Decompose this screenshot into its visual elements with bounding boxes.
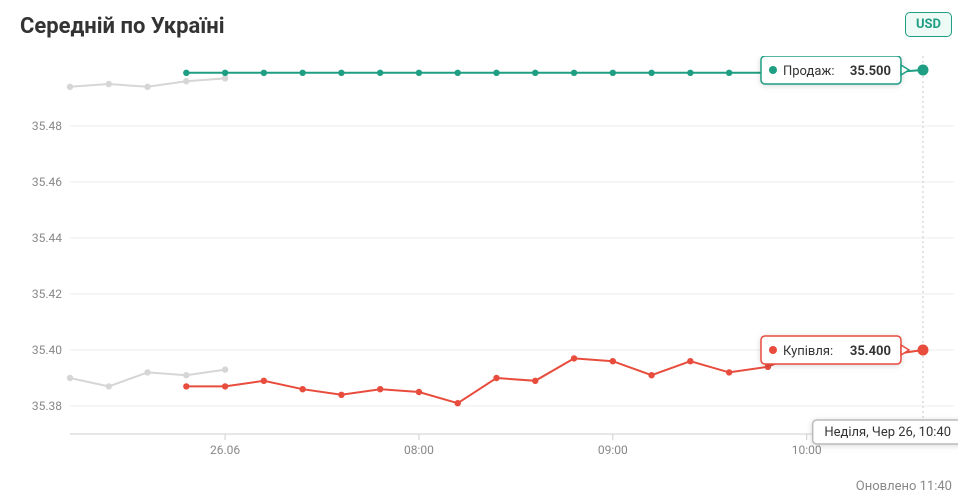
chart-title: Середній по Україні bbox=[20, 14, 225, 39]
svg-text:Неділя, Чер 26, 10:40: Неділя, Чер 26, 10:40 bbox=[824, 425, 951, 440]
chart-area: 35.38 35.40 35.42 35.44 35.46 35.48 26.06 08:00… bbox=[14, 56, 958, 464]
svg-text:35.46: 35.46 bbox=[32, 175, 62, 189]
chart-header: Середній по Україні USD bbox=[20, 14, 952, 50]
svg-text:26.06: 26.06 bbox=[210, 443, 240, 457]
updated-timestamp: Оновлено 11:40 bbox=[856, 479, 952, 494]
svg-text:08:00: 08:00 bbox=[404, 443, 434, 457]
svg-text:35.400: 35.400 bbox=[850, 344, 891, 359]
svg-text:35.38: 35.38 bbox=[32, 399, 62, 413]
svg-text:35.42: 35.42 bbox=[32, 287, 62, 301]
line-chart[interactable]: 35.38 35.40 35.42 35.44 35.46 35.48 26.06 08:00… bbox=[14, 56, 958, 464]
svg-text:35.500: 35.500 bbox=[850, 64, 891, 79]
svg-text:35.44: 35.44 bbox=[32, 231, 62, 245]
svg-text:Продаж:: Продаж: bbox=[783, 64, 835, 79]
currency-selector[interactable]: USD bbox=[905, 12, 952, 37]
svg-text:35.40: 35.40 bbox=[32, 343, 62, 357]
svg-text:09:00: 09:00 bbox=[598, 443, 628, 457]
svg-text:Купівля:: Купівля: bbox=[783, 344, 833, 359]
svg-text:35.48: 35.48 bbox=[32, 119, 62, 133]
svg-text:10:00: 10:00 bbox=[792, 443, 822, 457]
